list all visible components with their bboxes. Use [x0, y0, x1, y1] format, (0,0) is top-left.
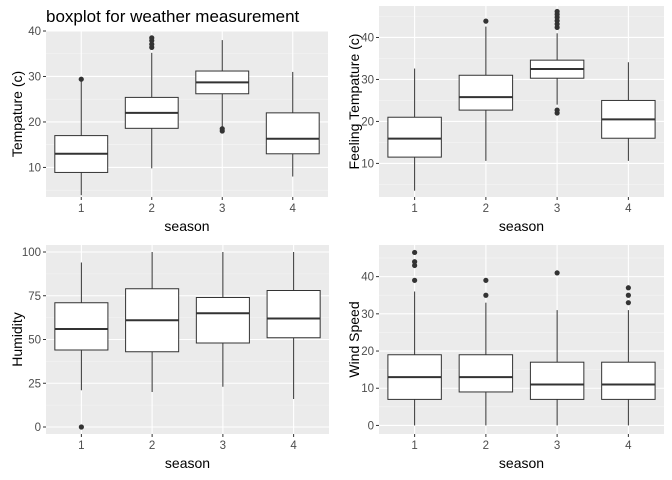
box-season-2 [125, 252, 180, 392]
x-tick-label: 3 [220, 440, 226, 452]
x-tick-label: 3 [219, 203, 225, 215]
x-tick-label: 3 [554, 203, 560, 215]
outlier-point [412, 249, 418, 256]
y-tick-label: 20 [361, 116, 374, 128]
box-iqr [529, 361, 585, 400]
box-season-1 [387, 249, 442, 426]
x-axis-title: season [499, 218, 544, 234]
y-axis-title: Humidity [9, 312, 25, 366]
y-tick-label: 75 [28, 291, 41, 303]
y-tick-label: 10 [28, 162, 41, 174]
y-tick-label: 0 [368, 420, 374, 432]
outlier-point [483, 18, 489, 24]
x-tick-label: 1 [78, 440, 84, 452]
y-axis-title: Wind Speed [346, 301, 362, 377]
box-season-2 [124, 35, 179, 169]
x-tick-label: 1 [411, 440, 417, 452]
y-tick-label: 50 [28, 335, 41, 347]
outlier-point [554, 107, 560, 113]
x-tick-label: 2 [483, 440, 489, 452]
figure-title: boxplot for weather measurement [46, 7, 300, 26]
y-tick-label: 10 [361, 158, 374, 170]
box-iqr [601, 361, 656, 400]
outlier-point [78, 76, 84, 82]
y-tick-label: 30 [361, 309, 374, 321]
outlier-point [483, 277, 489, 283]
x-tick-label: 4 [290, 440, 297, 452]
y-axis-title: Tempature (c) [9, 71, 25, 157]
panel-temperature: 10 20 30 40 1 2 3 4 season Tempature (c) [9, 26, 328, 234]
outlier-point [412, 262, 418, 269]
box-season-1 [54, 262, 109, 430]
outlier-point [625, 285, 631, 291]
y-tick-label: 40 [361, 32, 374, 44]
y-axis-title: Feeling Tempature (c) [346, 34, 362, 170]
x-tick-label: 4 [625, 203, 632, 215]
outlier-point [412, 259, 418, 265]
y-tick-label: 30 [28, 71, 41, 83]
box-iqr [458, 354, 514, 393]
outlier-point [78, 424, 84, 430]
y-tick-label: 40 [28, 26, 41, 38]
y-tick-label: 0 [35, 422, 41, 434]
box-season-2 [458, 277, 514, 426]
x-tick-label: 1 [78, 203, 84, 215]
x-tick-label: 2 [483, 203, 489, 215]
y-tick-label: 25 [28, 378, 41, 390]
outlier-point [149, 35, 155, 41]
x-tick-label: 4 [290, 203, 297, 215]
box-iqr [54, 302, 109, 351]
box-season-3 [195, 252, 250, 387]
x-axis-title: season [164, 218, 209, 234]
x-tick-label: 2 [149, 203, 155, 215]
box-iqr [458, 74, 514, 111]
x-tick-label: 2 [149, 440, 155, 452]
y-tick-label: 30 [361, 74, 374, 86]
box-season-1 [387, 68, 442, 191]
box-iqr [266, 290, 321, 339]
x-tick-label: 3 [554, 440, 560, 452]
outlier-point [625, 292, 631, 298]
y-tick-label: 40 [361, 272, 374, 284]
outlier-point [219, 126, 225, 132]
box-iqr [387, 116, 442, 158]
box-season-4 [601, 285, 656, 426]
x-tick-label: 4 [625, 440, 632, 452]
outlier-point [554, 8, 560, 15]
y-tick-label: 10 [361, 383, 374, 395]
box-season-2 [458, 18, 514, 161]
outlier-point [483, 292, 489, 298]
x-axis-title: season [499, 455, 544, 471]
outlier-point [412, 277, 418, 283]
panel-feeling-temperature: 10 20 30 40 1 2 3 4 season Feeling Tempature (c) [346, 6, 664, 234]
panel-wind-speed: 0 10 20 30 40 1 2 3 4 season Wind Speed [346, 245, 664, 471]
y-tick-label: 20 [361, 346, 374, 358]
box-season-1 [54, 76, 109, 196]
panel-background [379, 245, 664, 434]
box-iqr [265, 112, 320, 155]
box-season-3 [529, 8, 585, 116]
box-iqr [195, 297, 250, 344]
x-tick-label: 1 [411, 203, 417, 215]
box-season-4 [265, 71, 320, 177]
y-tick-label: 100 [22, 247, 41, 259]
box-season-4 [601, 62, 656, 161]
x-axis-title: season [165, 455, 210, 471]
box-season-4 [266, 252, 321, 399]
box-season-3 [529, 270, 585, 426]
panel-humidity: 0 25 50 75 100 1 2 3 4 season Humidity [9, 245, 329, 471]
outlier-point [149, 41, 155, 47]
box-season-3 [195, 40, 250, 134]
y-tick-label: 20 [28, 117, 41, 129]
outlier-point [554, 270, 560, 276]
outlier-point [625, 300, 631, 306]
